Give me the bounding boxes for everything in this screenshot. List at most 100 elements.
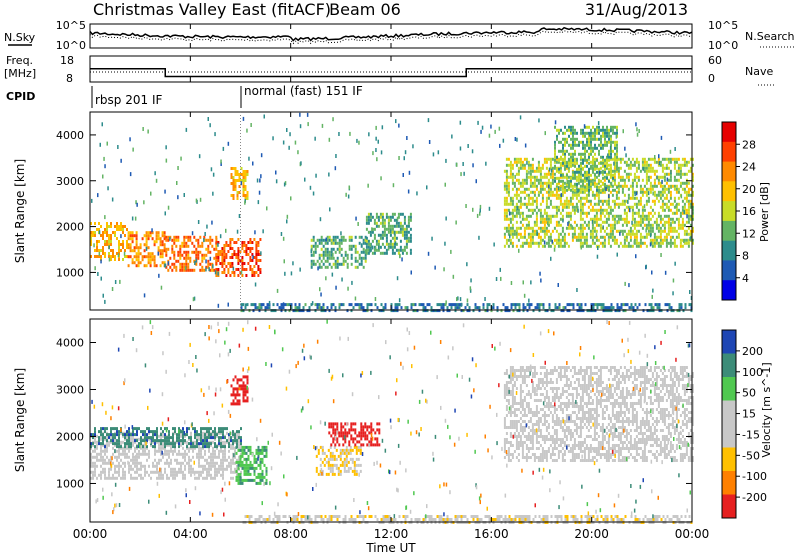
- noise-right-label: N.Search: [745, 30, 795, 43]
- noise-left-tick-top: 10^5: [56, 19, 86, 32]
- velocity-colorbar-swatch-6: [722, 471, 736, 495]
- velocity-colorbar-swatch-7: [722, 494, 736, 519]
- velocity-region-4: [315, 445, 362, 476]
- noise-ylabel: N.Sky: [4, 31, 36, 44]
- power-region-0: [90, 222, 128, 261]
- velocity-ylabel: Slant Range [km]: [13, 368, 27, 472]
- velocity-colorbar-swatch-3: [722, 400, 736, 425]
- frequency-panel: Freq. [MHz] 18 8 60 0 Nave: [4, 54, 775, 86]
- power-colorbar-tick-1: 24: [742, 161, 756, 174]
- velocity-colorbar-tick-1: 100: [742, 366, 763, 379]
- cpid-mode-2: normal (fast) 151 IF: [244, 84, 363, 98]
- power-range-tick-1: 3000: [56, 175, 84, 188]
- power-echoes: [90, 112, 694, 313]
- velocity-region-1: [90, 427, 242, 449]
- power-colorbar-swatch-0: [722, 122, 736, 143]
- frequency-line: [90, 68, 692, 78]
- power-colorbar-swatch-6: [722, 240, 736, 261]
- freq-right-tick-bottom: 0: [708, 72, 715, 85]
- power-colorbar-swatch-4: [722, 201, 736, 222]
- freq-ylabel-2: [MHz]: [4, 67, 36, 80]
- velocity-range-tick-2: 2000: [56, 430, 84, 443]
- freq-ylabel-1: Freq.: [6, 54, 33, 67]
- time-tick-0: 00:00: [73, 527, 108, 541]
- power-colorbar: 28 24 20 16 12 8 4: [721, 121, 756, 301]
- noise-left-tick-bottom: 10^0: [56, 39, 86, 52]
- velocity-colorbar-tick-2: 50: [742, 387, 756, 400]
- velocity-region-6: [503, 366, 694, 462]
- power-colorbar-tick-6: 4: [742, 272, 749, 285]
- velocity-region-7: [242, 515, 693, 524]
- power-region-6: [365, 212, 412, 255]
- noise-right-tick-bottom: 10^0: [708, 39, 738, 52]
- power-colorbar-tick-4: 12: [742, 227, 756, 240]
- time-tick-3: 12:00: [374, 527, 409, 541]
- velocity-range-tick-3: 1000: [56, 477, 84, 490]
- freq-right-tick-top: 60: [708, 54, 722, 67]
- velocity-colorbar-tick-3: 15: [742, 408, 756, 421]
- power-range-tick-3: 1000: [56, 266, 84, 279]
- velocity-colorbar-tick-6: -100: [742, 470, 767, 483]
- power-colorbar-swatch-1: [722, 141, 736, 163]
- velocity-region-3: [235, 445, 268, 485]
- velocity-colorbar: 200 100 50 15 -15 -50 -100 -200: [721, 329, 767, 519]
- power-region-1: [127, 231, 166, 268]
- time-axis-ticks: 00:00 04:00 08:00 12:00 16:00 20:00 00:00: [73, 24, 710, 541]
- nave-label: Nave: [745, 65, 773, 78]
- power-region-8: [554, 125, 618, 192]
- noise-sky-line: [89, 26, 693, 42]
- power-colorbar-swatch-3: [722, 181, 736, 202]
- velocity-colorbar-swatch-5: [722, 447, 736, 472]
- velocity-range-ticks: 4000 3000 2000 1000: [56, 336, 692, 490]
- power-colorbar-swatch-5: [722, 220, 736, 242]
- power-colorbar-swatch-2: [722, 161, 736, 182]
- velocity-region-2: [230, 375, 249, 406]
- time-tick-4: 16:00: [474, 527, 509, 541]
- velocity-colorbar-tick-7: -200: [742, 491, 767, 504]
- power-region-9: [240, 303, 693, 313]
- time-axis-label: Time UT: [365, 541, 416, 554]
- velocity-colorbar-swatch-4: [722, 424, 736, 448]
- time-tick-1: 04:00: [173, 527, 208, 541]
- power-region-4: [230, 167, 249, 200]
- power-region-2: [165, 235, 218, 272]
- velocity-echoes: [90, 319, 694, 524]
- power-colorbar-tick-0: 28: [742, 138, 756, 151]
- power-colorbar-label: Power [dB]: [758, 182, 771, 242]
- power-region-3: [215, 238, 262, 277]
- cpid-mode-1: rbsp 201 IF: [95, 93, 162, 107]
- velocity-colorbar-tick-5: -50: [742, 449, 760, 462]
- power-colorbar-tick-5: 8: [742, 250, 749, 263]
- power-speckle: [91, 112, 693, 308]
- power-colorbar-tick-2: 20: [742, 183, 756, 196]
- velocity-range-tick-0: 4000: [56, 336, 84, 349]
- freq-left-tick-bottom: 8: [66, 72, 73, 85]
- power-range-tick-0: 4000: [56, 129, 84, 142]
- cpid-label: CPID: [6, 90, 35, 103]
- velocity-range-tick-1: 3000: [56, 383, 84, 396]
- power-region-5: [310, 235, 367, 269]
- power-colorbar-tick-3: 16: [742, 205, 756, 218]
- power-colorbar-swatch-8: [722, 280, 736, 301]
- noise-panel: N.Sky 10^5 10^0 10^5 10^0 N.Search: [4, 19, 795, 52]
- power-range-tick-2: 2000: [56, 221, 84, 234]
- time-tick-2: 08:00: [273, 527, 308, 541]
- velocity-region-0: [90, 431, 242, 480]
- freq-left-tick-top: 18: [60, 54, 74, 67]
- date-label: 31/Aug/2013: [585, 0, 688, 19]
- velocity-colorbar-tick-4: -15: [742, 428, 760, 441]
- velocity-colorbar-tick-0: 200: [742, 345, 763, 358]
- power-range-ticks: 4000 3000 2000 1000: [56, 129, 692, 279]
- noise-right-tick-top: 10^5: [708, 19, 738, 32]
- velocity-speckle: [91, 319, 691, 520]
- power-ylabel: Slant Range [km]: [13, 159, 27, 263]
- velocity-colorbar-swatch-1: [722, 353, 736, 378]
- time-tick-6: 00:00: [675, 527, 710, 541]
- velocity-colorbar-label: Velocity [m s^-1]: [760, 362, 773, 457]
- velocity-colorbar-swatch-2: [722, 377, 736, 401]
- power-colorbar-swatch-7: [722, 260, 736, 281]
- beam-label: Beam 06: [329, 0, 401, 19]
- velocity-region-5: [328, 422, 381, 447]
- power-panel: Slant Range [km] 4000 3000 2000 1000: [13, 111, 694, 313]
